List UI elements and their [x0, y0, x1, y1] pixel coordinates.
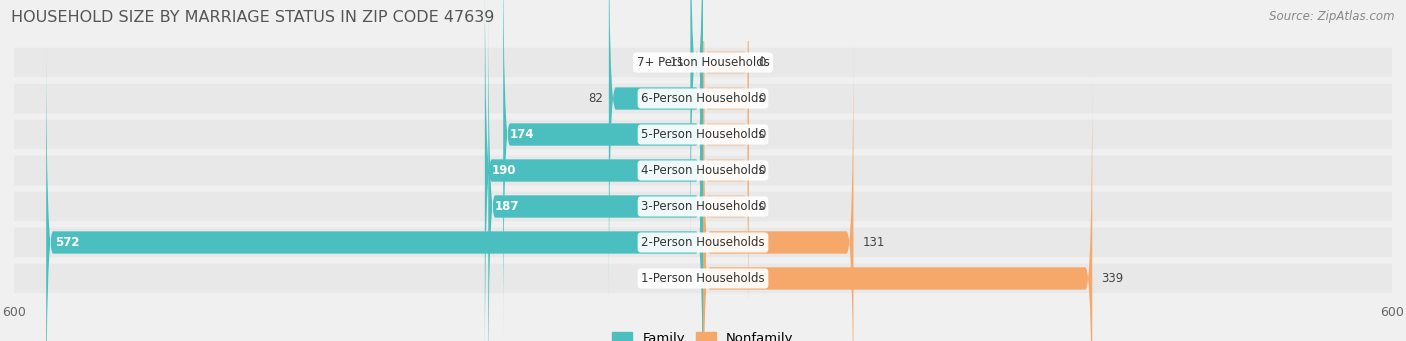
Text: 0: 0: [758, 164, 765, 177]
FancyBboxPatch shape: [3, 0, 1403, 341]
Text: 0: 0: [758, 92, 765, 105]
Text: 11: 11: [669, 56, 685, 69]
Text: 339: 339: [1101, 272, 1123, 285]
Text: 1-Person Households: 1-Person Households: [641, 272, 765, 285]
Text: 0: 0: [758, 200, 765, 213]
FancyBboxPatch shape: [3, 0, 1403, 341]
FancyBboxPatch shape: [703, 74, 1092, 341]
Text: 131: 131: [863, 236, 884, 249]
Text: 174: 174: [510, 128, 534, 141]
FancyBboxPatch shape: [488, 2, 703, 341]
FancyBboxPatch shape: [703, 0, 749, 231]
FancyBboxPatch shape: [703, 38, 749, 303]
FancyBboxPatch shape: [703, 2, 749, 267]
FancyBboxPatch shape: [503, 0, 703, 339]
FancyBboxPatch shape: [703, 38, 853, 341]
Text: Source: ZipAtlas.com: Source: ZipAtlas.com: [1270, 10, 1395, 23]
FancyBboxPatch shape: [485, 0, 703, 341]
Text: 6-Person Households: 6-Person Households: [641, 92, 765, 105]
Text: 4-Person Households: 4-Person Households: [641, 164, 765, 177]
Text: 190: 190: [492, 164, 516, 177]
Legend: Family, Nonfamily: Family, Nonfamily: [607, 327, 799, 341]
Text: 2-Person Households: 2-Person Households: [641, 236, 765, 249]
FancyBboxPatch shape: [3, 0, 1403, 341]
Text: 5-Person Households: 5-Person Households: [641, 128, 765, 141]
FancyBboxPatch shape: [703, 0, 749, 195]
Text: 82: 82: [588, 92, 603, 105]
Text: 0: 0: [758, 56, 765, 69]
Text: 572: 572: [55, 236, 80, 249]
FancyBboxPatch shape: [3, 0, 1403, 341]
FancyBboxPatch shape: [3, 0, 1403, 341]
Text: 3-Person Households: 3-Person Households: [641, 200, 765, 213]
FancyBboxPatch shape: [3, 0, 1403, 341]
Text: 0: 0: [758, 128, 765, 141]
Text: 187: 187: [495, 200, 520, 213]
Text: 7+ Person Households: 7+ Person Households: [637, 56, 769, 69]
FancyBboxPatch shape: [703, 74, 749, 339]
FancyBboxPatch shape: [609, 0, 703, 303]
Text: HOUSEHOLD SIZE BY MARRIAGE STATUS IN ZIP CODE 47639: HOUSEHOLD SIZE BY MARRIAGE STATUS IN ZIP…: [11, 10, 495, 25]
FancyBboxPatch shape: [3, 0, 1403, 341]
FancyBboxPatch shape: [46, 38, 703, 341]
FancyBboxPatch shape: [690, 0, 703, 267]
